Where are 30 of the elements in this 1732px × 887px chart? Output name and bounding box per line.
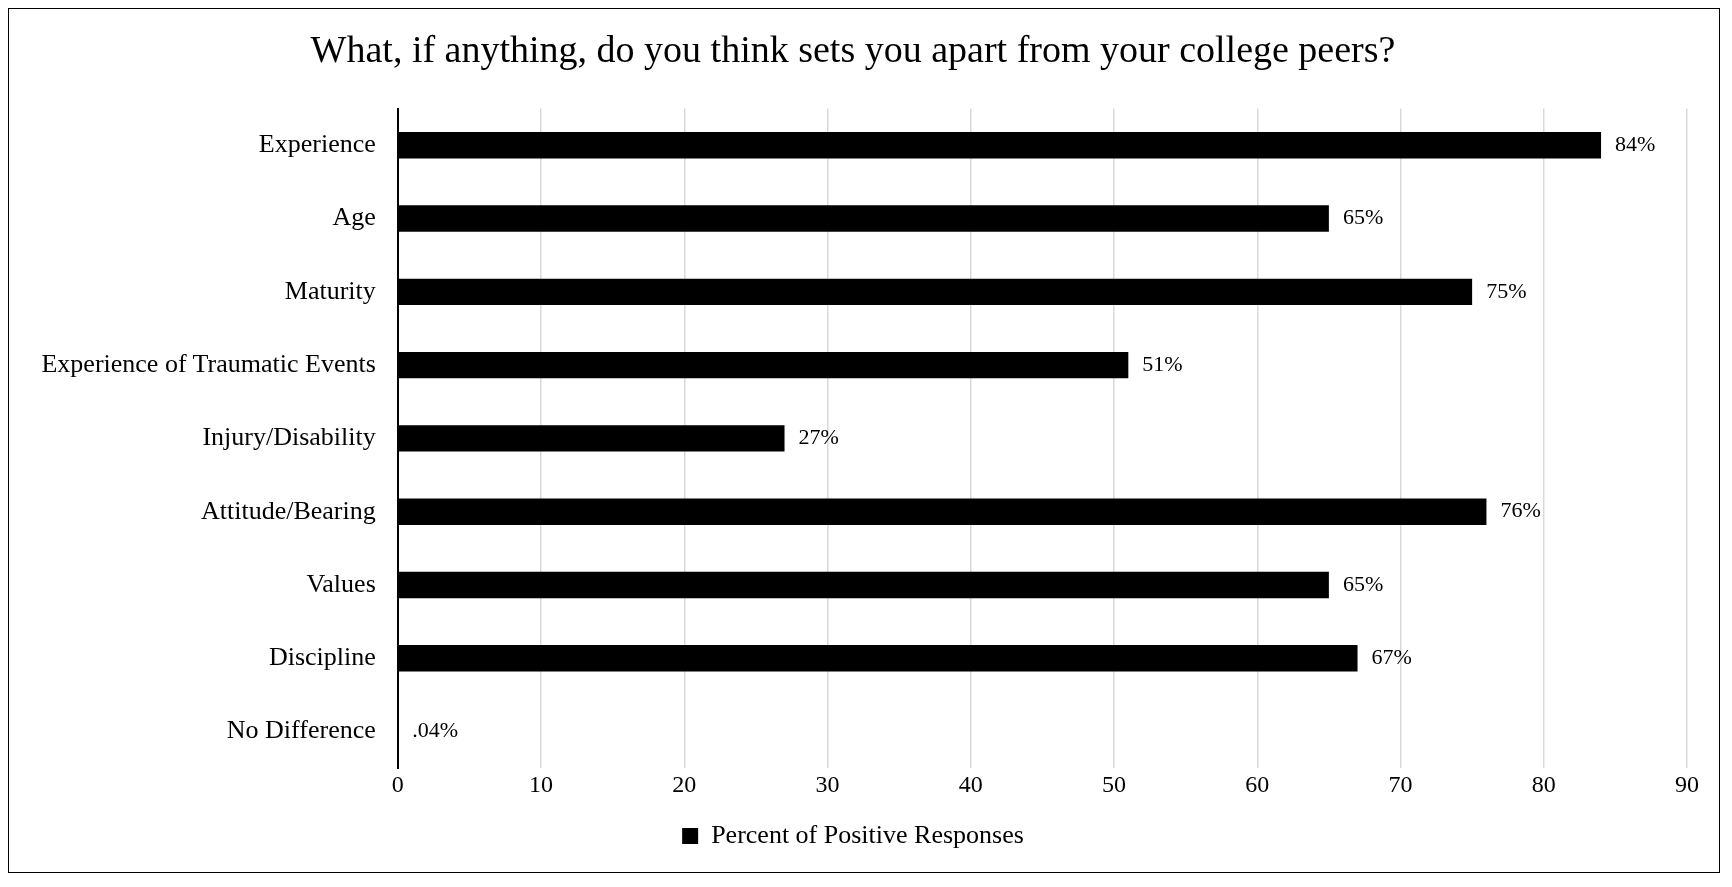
data-label: 65% [1342, 570, 1384, 596]
y-tick-label: Maturity [284, 275, 376, 305]
data-label: 27% [798, 424, 839, 450]
x-tick-label: 70 [1388, 770, 1413, 797]
x-tick-label: 30 [815, 770, 840, 797]
x-tick-label: 60 [1245, 770, 1270, 797]
x-tick-label: 50 [1102, 770, 1127, 797]
y-tick-label: Experience [258, 129, 376, 159]
y-tick-label: Injury/Disability [202, 422, 376, 452]
data-label: .04% [412, 717, 459, 743]
data-label: 75% [1486, 277, 1527, 303]
x-tick-label: 0 [391, 770, 404, 797]
x-tick-label: 10 [529, 770, 554, 797]
x-tick-label: 80 [1531, 770, 1556, 797]
y-tick-label: Attitude/Bearing [201, 495, 376, 525]
chart-title: What, if anything, do you think sets you apart from your college peers? [310, 27, 1396, 70]
legend-label: Percent of Positive Responses [711, 819, 1024, 849]
y-tick-label: Experience of Traumatic Events [41, 348, 376, 378]
data-label: 51% [1142, 350, 1183, 376]
x-tick-label: 40 [958, 770, 983, 797]
y-tick-label: Age [332, 202, 376, 232]
data-label: 67% [1371, 644, 1412, 670]
data-label: 76% [1500, 497, 1541, 523]
data-label: 65% [1342, 204, 1384, 230]
y-tick-label: No Difference [226, 715, 376, 745]
x-tick-label: 90 [1675, 770, 1699, 797]
data-label: 84% [1615, 131, 1656, 157]
y-tick-label: Discipline [268, 642, 376, 672]
y-tick-label: Values [306, 568, 376, 598]
x-tick-label: 20 [672, 770, 697, 797]
